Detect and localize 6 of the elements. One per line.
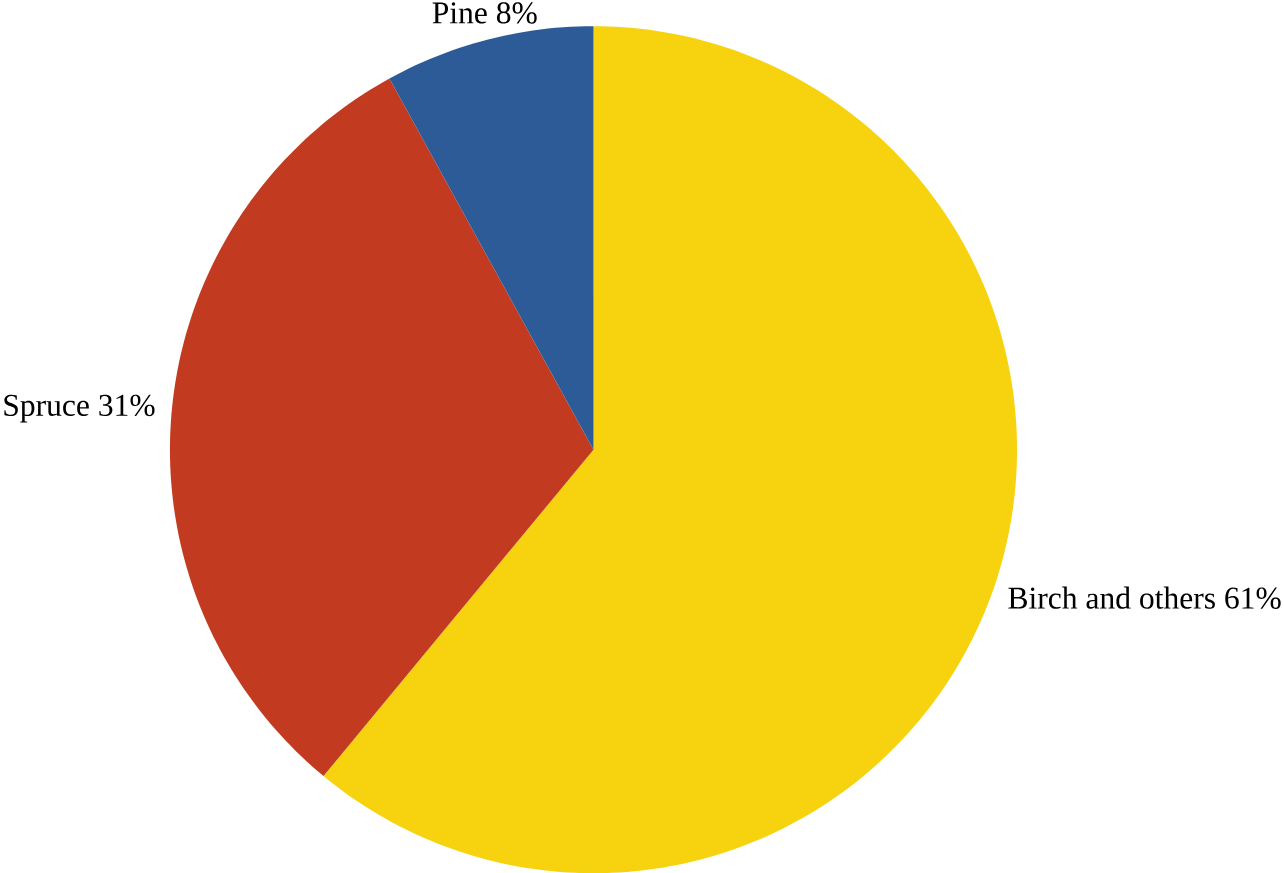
data-label: 31% (99, 394, 155, 417)
data-label: 8% (496, 2, 537, 24)
slice-label: Spruce (4, 394, 89, 423)
slice-label: Birch and others (1008, 586, 1215, 609)
data-label: 61% (1225, 587, 1281, 609)
slice-label: Pine (432, 2, 487, 24)
